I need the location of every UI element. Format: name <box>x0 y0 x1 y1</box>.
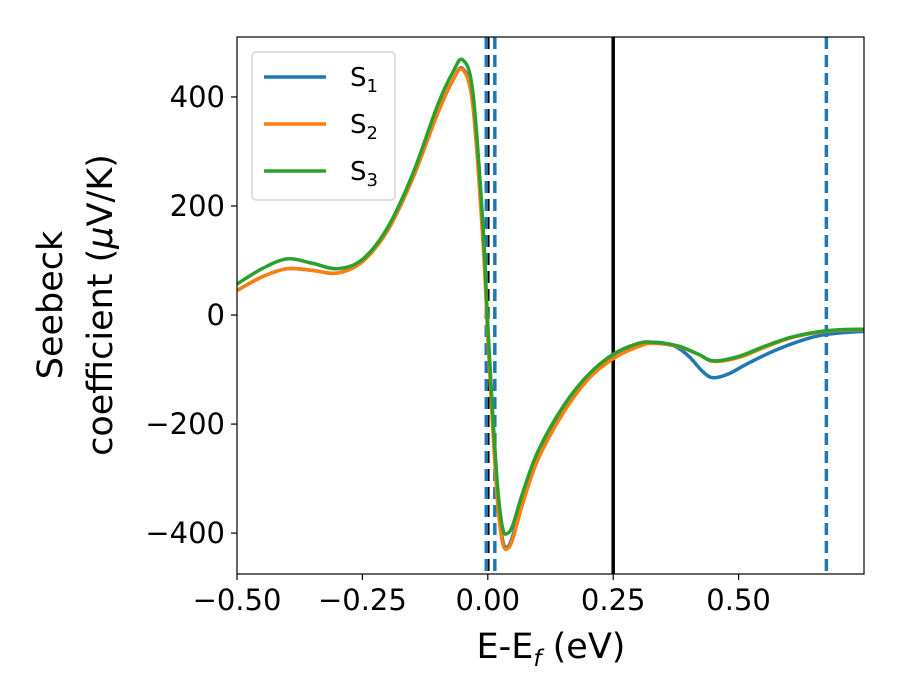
x-tick-label: 0.00 <box>456 583 521 617</box>
legend-label-s1: S1 <box>350 63 378 97</box>
y-tick-label: −200 <box>145 407 225 441</box>
x-tick-label: 0.25 <box>581 583 646 617</box>
reference-lines <box>484 37 829 574</box>
y-axis-title-line2: coefficient (μV/K) <box>81 154 121 456</box>
y-tick-label: 200 <box>170 189 225 223</box>
x-tick-label: −0.50 <box>193 583 282 617</box>
legend-label-s2: S2 <box>350 110 378 144</box>
legend: S1 S2 S3 <box>251 51 396 201</box>
legend-box <box>251 51 396 201</box>
y-axis-title: Seebeck coefficient (μV/K) <box>31 154 121 456</box>
y-tick-label: 400 <box>170 80 225 114</box>
y-tick-label: −400 <box>145 516 225 550</box>
x-tick-label: −0.25 <box>318 583 407 617</box>
x-tick-label: 0.50 <box>706 583 771 617</box>
y-tick-label: 0 <box>207 298 225 332</box>
series-line-s3 <box>237 57 864 536</box>
y-axis-ticks: −400 −200 0 200 400 <box>145 80 237 550</box>
x-axis-title: E-Ef (eV) <box>477 627 626 672</box>
y-axis-title-line1: Seebeck <box>31 230 71 379</box>
legend-label-s3: S3 <box>350 157 378 191</box>
plot-frame <box>236 36 865 575</box>
x-axis-ticks: −0.50 −0.25 0.00 0.25 0.50 <box>193 574 771 617</box>
series-lines <box>237 57 864 552</box>
